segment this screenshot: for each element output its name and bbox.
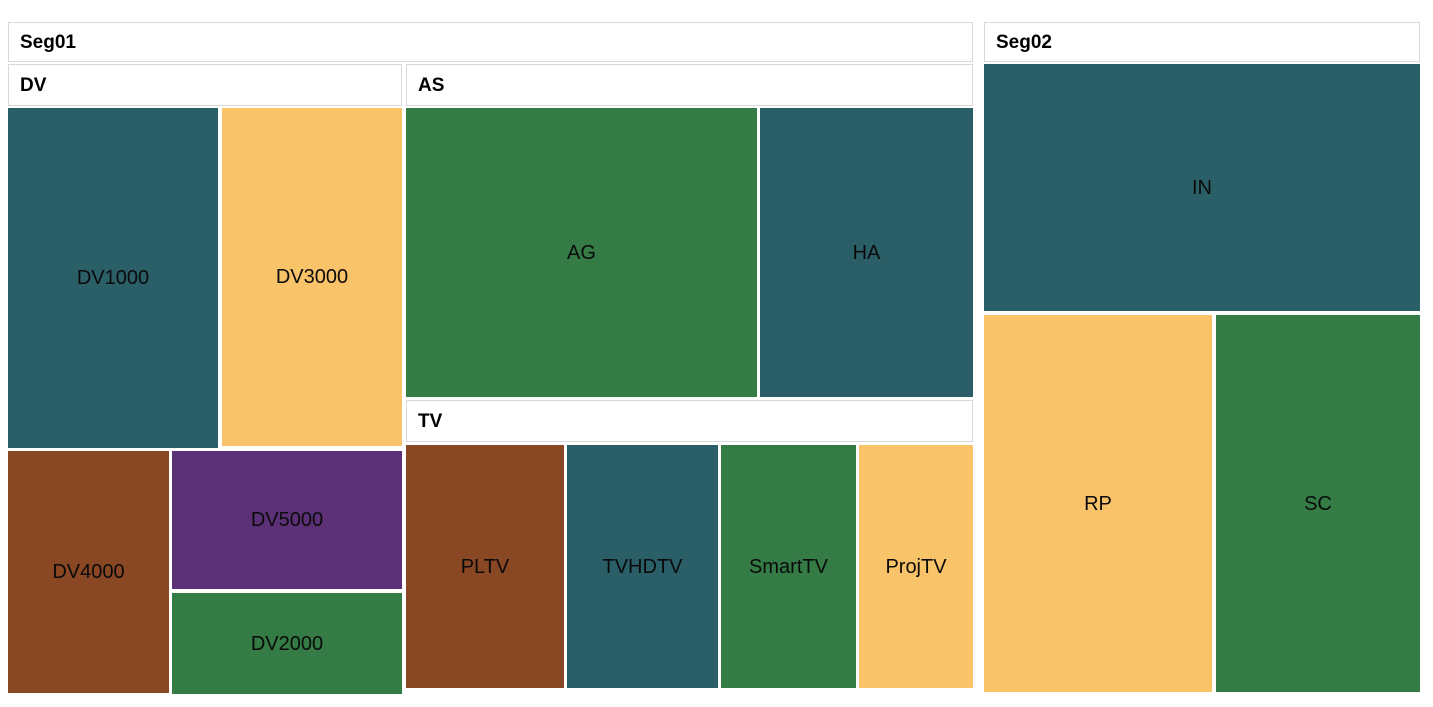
treemap-tile-pltv[interactable]: PLTV	[406, 445, 564, 688]
treemap-tile-dv5000[interactable]: DV5000	[172, 451, 402, 589]
treemap-tile-dv1000[interactable]: DV1000	[8, 108, 218, 448]
tile-label: AG	[567, 241, 596, 264]
tile-label: SmartTV	[749, 555, 828, 578]
treemap-tile-ha[interactable]: HA	[760, 108, 973, 397]
tile-label: TVHDTV	[602, 555, 683, 578]
tile-label: DV4000	[52, 561, 125, 583]
treemap-tile-dv4000[interactable]: DV4000	[8, 451, 169, 693]
tile-label: DV1000	[76, 267, 150, 289]
treemap-tile-smarttv[interactable]: SmartTV	[721, 445, 856, 688]
treemap-tile-sc[interactable]: SC	[1216, 315, 1420, 692]
tile-label: RP	[1084, 492, 1112, 515]
group-header-seg02[interactable]: Seg02	[984, 22, 1420, 62]
treemap-tile-in[interactable]: IN	[984, 64, 1420, 311]
treemap-tile-dv2000[interactable]: DV2000	[172, 593, 402, 694]
tile-label: DV3000	[275, 266, 349, 288]
group-header-dv[interactable]: DV	[8, 64, 402, 106]
tile-label: PLTV	[460, 555, 510, 578]
treemap-tile-ag[interactable]: AG	[406, 108, 757, 397]
treemap-tile-dv3000[interactable]: DV3000	[222, 108, 402, 446]
tile-label: ProjTV	[885, 555, 947, 578]
treemap-tile-projtv[interactable]: ProjTV	[859, 445, 973, 688]
tile-label: IN	[1192, 176, 1212, 199]
group-header-seg01[interactable]: Seg01	[8, 22, 973, 62]
treemap-tile-rp[interactable]: RP	[984, 315, 1212, 692]
group-header-label: DV	[20, 74, 47, 96]
tile-label: HA	[852, 241, 881, 264]
group-header-label: TV	[418, 410, 443, 432]
tile-label: SC	[1304, 492, 1332, 515]
group-header-label: Seg01	[20, 31, 76, 53]
treemap-tile-tvhdtv[interactable]: TVHDTV	[567, 445, 718, 688]
group-header-tv[interactable]: TV	[406, 400, 973, 442]
tile-label: DV2000	[250, 632, 324, 655]
group-header-label: AS	[418, 74, 445, 96]
group-header-label: Seg02	[996, 31, 1052, 53]
tile-label: DV5000	[250, 509, 324, 531]
group-header-as[interactable]: AS	[406, 64, 973, 106]
